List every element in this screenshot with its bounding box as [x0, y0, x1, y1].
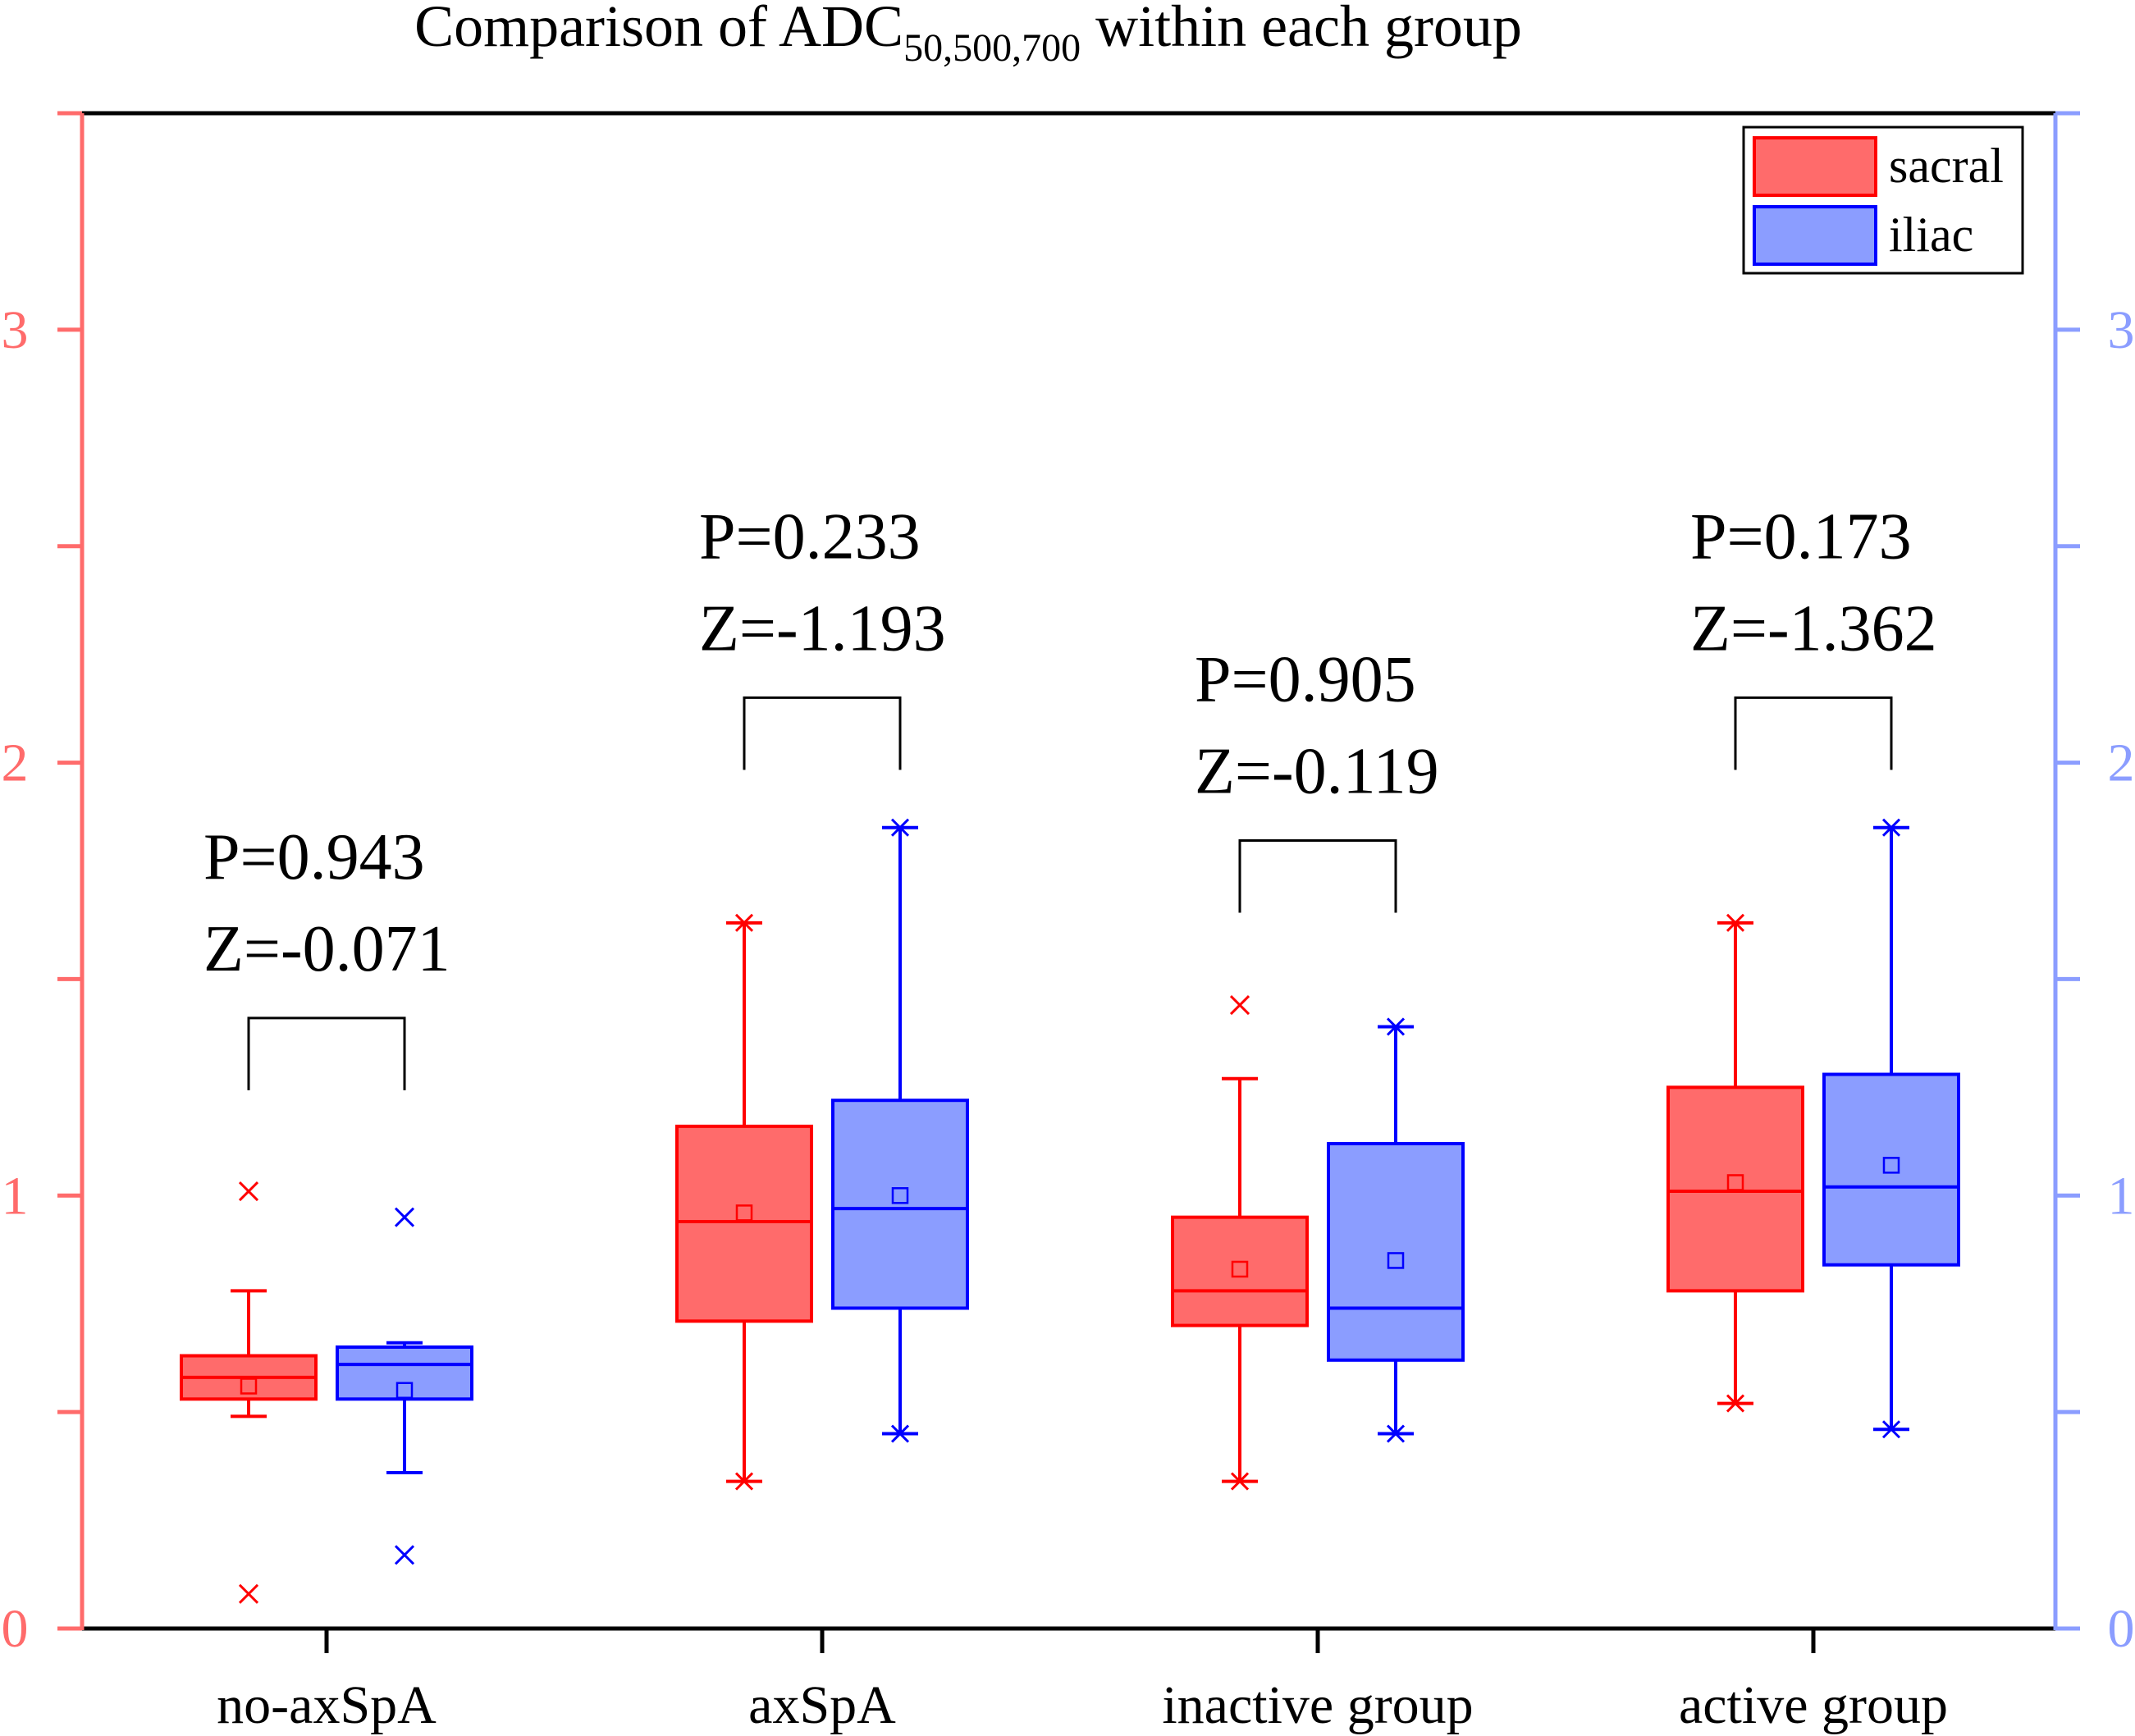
whisker-cap-x-mark: [734, 1472, 754, 1491]
comparison-4: P=0.173 Z=-1.362: [1690, 500, 1937, 770]
outlier-marker: [238, 1583, 259, 1604]
comparison-bracket: [743, 696, 902, 770]
box-rect: [336, 1345, 473, 1401]
box-mean-marker: [1387, 1252, 1405, 1269]
box-rect: [1327, 1141, 1465, 1362]
comparison-z-value: Z=-1.362: [1690, 592, 1937, 665]
chart-title-prefix: Comparison of ADC: [414, 0, 903, 59]
whisker-cap-x-mark-b: [734, 913, 754, 932]
whisker-cap-x-mark: [890, 818, 910, 837]
box-sacral-1: [180, 1181, 318, 1604]
legend-label-iliac: iliac: [1889, 208, 1973, 262]
whisker-cap-x-mark-b: [1726, 1394, 1745, 1413]
comparison-p-value: P=0.233: [699, 500, 921, 573]
whisker-cap-x-mark: [1881, 818, 1901, 837]
comparison-p-value: P=0.173: [1690, 500, 1912, 573]
legend: sacral iliac: [1742, 126, 2024, 275]
outlier-marker: [394, 1207, 415, 1227]
box-iliac-4: [1822, 818, 1960, 1439]
x-tick-label: axSpA: [748, 1675, 896, 1735]
box-mean-marker: [1231, 1260, 1249, 1278]
comparison-z-value: Z=-0.071: [203, 913, 450, 985]
box-iliac-1: [336, 1207, 473, 1565]
whisker-cap-x-mark: [1230, 1472, 1250, 1491]
comparison-bracket: [1734, 696, 1893, 770]
box-mean-marker: [1882, 1157, 1900, 1174]
whisker-cap-x-mark: [1386, 1017, 1406, 1036]
comparison-z-value: Z=-1.193: [699, 592, 946, 665]
comparison-bracket: [1238, 839, 1397, 913]
whisker-cap-x-mark-b: [890, 1424, 910, 1443]
whisker-cap-x-mark: [1726, 913, 1745, 932]
whisker-cap-x-mark: [1881, 1420, 1901, 1439]
comparison-p-value: P=0.943: [203, 821, 425, 893]
whisker-cap-x-mark-b: [1230, 1472, 1250, 1491]
x-tick-label: no-axSpA: [217, 1675, 437, 1735]
whisker-cap-x-mark: [1386, 1424, 1406, 1443]
y-right-tick-label: 3: [2108, 300, 2135, 360]
comparison-2: P=0.233 Z=-1.193: [699, 500, 946, 770]
y-left-tick-label: 0: [2, 1599, 29, 1659]
box-mean-marker: [735, 1204, 753, 1222]
outlier-marker: [238, 1181, 259, 1202]
box-mean-marker: [395, 1382, 414, 1400]
comparison-p-value: P=0.905: [1195, 644, 1416, 716]
outlier-marker-b: [1229, 995, 1250, 1016]
box-iliac-3: [1327, 1017, 1465, 1443]
box-mean-marker: [240, 1377, 258, 1395]
box-sacral-2: [675, 913, 813, 1491]
outlier-marker: [394, 1545, 415, 1565]
whisker-cap-x-mark-b: [890, 818, 910, 837]
box-mean-marker: [891, 1187, 909, 1204]
legend-swatch-iliac: [1753, 205, 1877, 266]
box-iliac-2: [831, 818, 969, 1443]
comparison-3: P=0.905 Z=-0.119: [1195, 644, 1439, 913]
comparison-z-value: Z=-0.119: [1195, 736, 1439, 808]
comparison-bracket: [247, 1016, 406, 1090]
whisker-cap-x-mark: [1726, 1394, 1745, 1413]
y-right-tick-label: 0: [2108, 1599, 2135, 1659]
whisker-cap-x-mark-b: [1881, 818, 1901, 837]
whisker-cap-x-mark-b: [1386, 1017, 1406, 1036]
box-rect: [1171, 1215, 1309, 1327]
y-left-tick-label: 1: [2, 1166, 29, 1226]
box-rect: [1822, 1072, 1960, 1267]
y-right-tick-label: 1: [2108, 1166, 2135, 1226]
x-tick-label: active group: [1679, 1675, 1948, 1735]
y-left-tick-label: 3: [2, 300, 29, 360]
box-sacral-3: [1171, 995, 1309, 1491]
outlier-marker-b: [238, 1583, 259, 1604]
comparison-1: P=0.943 Z=-0.071: [203, 821, 450, 1090]
whisker-cap-x-mark-b: [734, 1472, 754, 1491]
legend-label-sacral: sacral: [1889, 139, 2004, 193]
box-rect: [675, 1124, 813, 1323]
box-rect: [831, 1099, 969, 1310]
y-left-tick-label: 2: [2, 733, 29, 793]
x-tick-label: inactive group: [1162, 1675, 1473, 1735]
y-right-tick-label: 2: [2108, 733, 2135, 793]
whisker-cap-x-mark-b: [1881, 1420, 1901, 1439]
whisker-cap-x-mark-b: [1386, 1424, 1406, 1443]
plot-area: 0 1 2 3 0 1 2 3 no-axSpA axSpA inactive group activ…: [2, 111, 2135, 1735]
outlier-marker-b: [394, 1545, 415, 1565]
box-mean-marker: [1726, 1174, 1744, 1191]
whisker-cap-x-mark-b: [1726, 913, 1745, 932]
outlier-marker: [1229, 995, 1250, 1016]
chart-title: Comparison of ADC50,500,700 within each …: [414, 0, 1522, 70]
chart-title-subscript: 50,500,700: [903, 26, 1081, 70]
outlier-marker-b: [238, 1181, 259, 1202]
whisker-cap-x-mark: [734, 913, 754, 932]
box-sacral-4: [1666, 913, 1804, 1413]
chart-title-suffix: within each group: [1081, 0, 1522, 59]
legend-swatch-sacral: [1753, 136, 1877, 197]
outlier-marker-b: [394, 1207, 415, 1227]
whisker-cap-x-mark: [890, 1424, 910, 1443]
